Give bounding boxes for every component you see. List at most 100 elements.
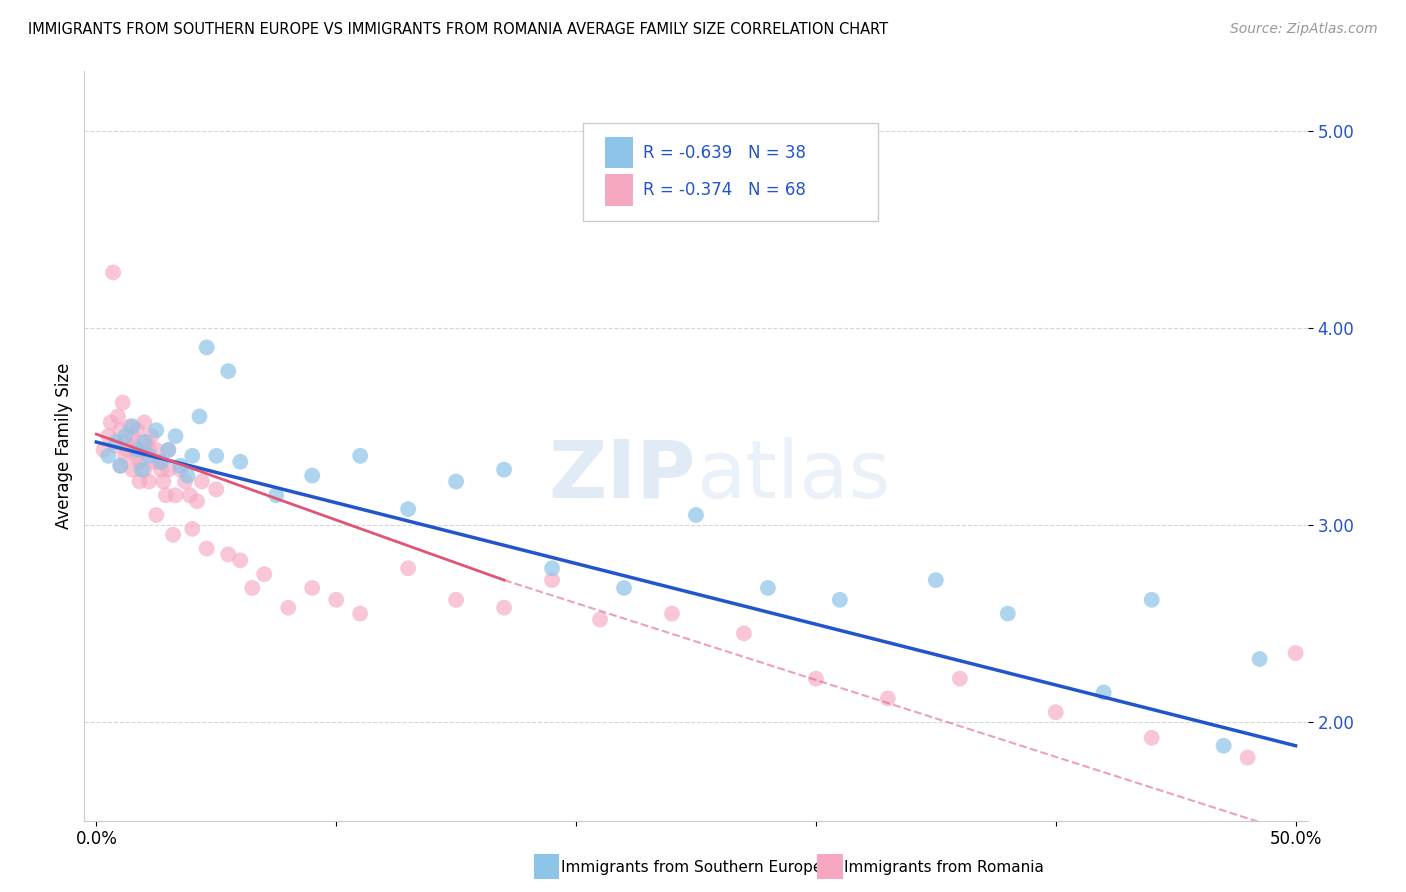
Point <box>127 442 149 457</box>
Point <box>188 409 211 424</box>
Point <box>444 475 467 489</box>
Point <box>101 265 124 279</box>
Point <box>186 494 208 508</box>
Point <box>169 458 191 473</box>
Text: IMMIGRANTS FROM SOUTHERN EUROPE VS IMMIGRANTS FROM ROMANIA AVERAGE FAMILY SIZE C: IMMIGRANTS FROM SOUTHERN EUROPE VS IMMIG… <box>28 22 889 37</box>
Point <box>114 449 136 463</box>
Point <box>155 488 177 502</box>
Point <box>264 488 287 502</box>
Point <box>124 439 146 453</box>
Point <box>117 442 139 457</box>
Point <box>349 607 371 621</box>
Point <box>541 573 564 587</box>
Point <box>925 573 948 587</box>
Point <box>93 442 115 457</box>
Point <box>165 429 187 443</box>
Point <box>176 468 198 483</box>
Point <box>733 626 755 640</box>
Point <box>1140 731 1163 745</box>
Point <box>444 592 467 607</box>
Point <box>756 581 779 595</box>
Point <box>104 439 127 453</box>
Point <box>97 449 120 463</box>
Point <box>148 455 170 469</box>
Point <box>134 415 156 429</box>
Point <box>141 429 163 443</box>
Point <box>150 463 173 477</box>
Point <box>1284 646 1306 660</box>
Point <box>1236 750 1258 764</box>
Point <box>169 463 191 477</box>
Text: R = -0.374   N = 68: R = -0.374 N = 68 <box>644 181 806 199</box>
Point <box>110 458 132 473</box>
Point <box>229 455 252 469</box>
Point <box>107 409 129 424</box>
Point <box>396 502 419 516</box>
Text: ZIP: ZIP <box>548 437 696 515</box>
Point <box>157 442 180 457</box>
Point <box>121 429 143 443</box>
Point <box>217 548 239 562</box>
Point <box>1140 592 1163 607</box>
Point <box>277 600 299 615</box>
Point <box>396 561 419 575</box>
Point <box>804 672 827 686</box>
Point <box>1045 705 1067 719</box>
Point <box>240 581 263 595</box>
Point <box>661 607 683 621</box>
Point <box>121 419 143 434</box>
Point <box>229 553 252 567</box>
Point <box>114 429 136 443</box>
Point <box>157 442 180 457</box>
Point <box>145 508 167 522</box>
Text: atlas: atlas <box>696 437 890 515</box>
Point <box>110 458 132 473</box>
Point <box>121 463 143 477</box>
Point <box>104 435 127 450</box>
Point <box>1212 739 1234 753</box>
Point <box>349 449 371 463</box>
Point <box>195 340 218 354</box>
Point <box>1249 652 1271 666</box>
Point <box>876 691 898 706</box>
Point <box>150 455 173 469</box>
Point <box>138 449 160 463</box>
Text: Immigrants from Romania: Immigrants from Romania <box>844 860 1043 874</box>
Point <box>195 541 218 556</box>
Point <box>110 423 132 437</box>
Point <box>685 508 707 522</box>
Point <box>138 442 160 457</box>
Point <box>128 455 150 469</box>
Point <box>114 435 136 450</box>
Point <box>134 435 156 450</box>
Point <box>494 463 516 477</box>
Point <box>205 449 228 463</box>
Point <box>301 468 323 483</box>
Text: Source: ZipAtlas.com: Source: ZipAtlas.com <box>1230 22 1378 37</box>
Point <box>191 475 214 489</box>
Point <box>142 455 165 469</box>
Point <box>97 429 120 443</box>
Point <box>1092 685 1115 699</box>
Point <box>541 561 564 575</box>
Point <box>301 581 323 595</box>
Point <box>135 435 157 450</box>
Point <box>131 463 153 477</box>
Point <box>174 475 197 489</box>
Point <box>145 423 167 437</box>
Point <box>325 592 347 607</box>
Point <box>181 449 204 463</box>
Point <box>127 449 149 463</box>
Point <box>613 581 636 595</box>
Point <box>162 527 184 541</box>
Point <box>253 567 276 582</box>
Text: R = -0.639   N = 38: R = -0.639 N = 38 <box>644 144 806 161</box>
Point <box>145 442 167 457</box>
Point <box>111 395 134 409</box>
Point <box>494 600 516 615</box>
Point <box>152 475 174 489</box>
Point <box>100 415 122 429</box>
Point <box>181 522 204 536</box>
Point <box>589 613 612 627</box>
Point <box>997 607 1019 621</box>
